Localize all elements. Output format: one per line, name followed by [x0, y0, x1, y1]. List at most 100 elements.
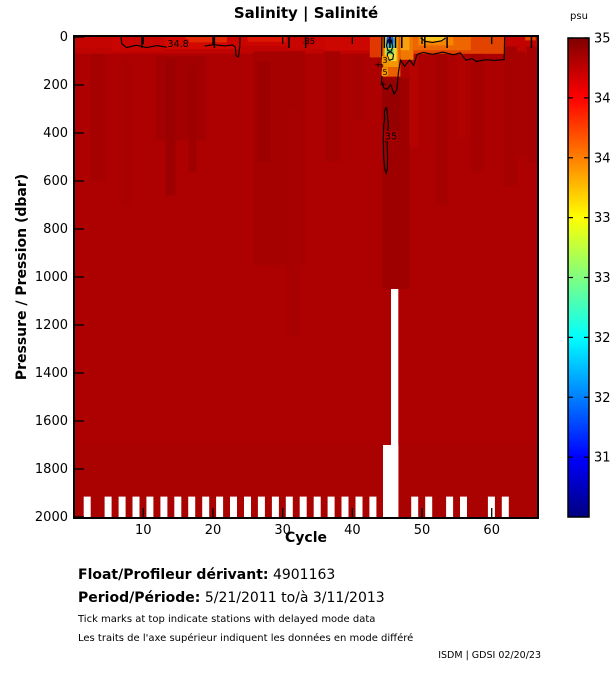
heatmap-region — [512, 51, 526, 157]
contour-line — [382, 107, 389, 176]
contour-line — [204, 36, 241, 58]
missing-data-cell — [146, 496, 154, 517]
missing-data-cell — [118, 496, 126, 517]
contour-line — [386, 51, 395, 61]
heatmap-region — [75, 37, 112, 48]
missing-data-column — [383, 445, 399, 517]
heatmap-region — [324, 37, 370, 51]
missing-data-cell — [327, 496, 335, 517]
heatmap-region — [352, 56, 363, 122]
y-tick-label: 1800 — [35, 462, 68, 477]
axes-box — [73, 35, 539, 519]
missing-data-cell — [216, 496, 224, 517]
heatmap-region — [91, 53, 106, 181]
y-tick-label: 1200 — [35, 318, 68, 333]
colorbar-tick-label: 32 — [594, 391, 611, 406]
heatmap-region — [420, 37, 445, 41]
contour-label: 3 — [383, 56, 388, 65]
missing-data-cell — [460, 496, 467, 517]
heatmap-region — [165, 58, 176, 196]
missing-data-column — [391, 289, 399, 517]
x-axis-label: Cycle — [285, 530, 327, 546]
missing-data-cell — [244, 496, 251, 517]
y-tick-label: 1000 — [35, 270, 68, 285]
colorbar-unit-label: psu — [570, 11, 588, 22]
missing-data-cell — [501, 496, 509, 517]
heatmap-region — [247, 37, 287, 42]
contour-anchor-mark: + — [374, 61, 382, 71]
period-line: Period/Période: 5/21/2011 to/à 3/11/2013 — [78, 590, 385, 606]
heatmap-region — [526, 46, 537, 162]
heatmap-region — [155, 56, 206, 141]
missing-data-cell — [257, 496, 265, 517]
missing-data-cell — [160, 496, 168, 517]
missing-data-cell — [299, 496, 307, 517]
contour-label: 34.8 — [168, 39, 189, 50]
contour-label: 35 — [305, 37, 315, 46]
y-tick-label: 600 — [43, 174, 68, 189]
colorbar-tick-label: 32.5 — [594, 331, 611, 346]
missing-data-cell — [487, 496, 495, 517]
heatmap-region — [382, 77, 401, 141]
heatmap-region — [504, 37, 537, 46]
y-tick-label: 200 — [43, 78, 68, 93]
heatmap-region — [504, 46, 517, 186]
x-tick-label: 10 — [135, 523, 152, 538]
heatmap-region — [289, 37, 325, 50]
missing-data-cell — [188, 496, 196, 517]
float-id-value: 4901163 — [272, 567, 336, 583]
y-tick-label: 400 — [43, 126, 68, 141]
missing-data-cell — [285, 496, 293, 517]
chart-title: Salinity | Salinité — [233, 4, 379, 22]
missing-data-cell — [341, 496, 349, 517]
y-tick-label: 800 — [43, 222, 68, 237]
heatmap-region — [188, 65, 197, 172]
contour-label: 35 — [385, 132, 398, 143]
contour-anchor-mark: + — [382, 136, 390, 146]
contour-line — [420, 37, 447, 44]
missing-data-cell — [369, 496, 377, 517]
float-id-label: Float/Profileur dérivant: — [78, 567, 269, 583]
missing-data-cell — [132, 496, 140, 517]
x-tick-label: 20 — [205, 523, 222, 538]
heatmap-region — [436, 51, 449, 206]
period-value: 5/21/2011 to/à 3/11/2013 — [204, 590, 385, 606]
missing-data-cell — [83, 496, 91, 517]
credit-text: ISDM | GDSI 02/20/23 — [438, 650, 541, 661]
x-tick-label: 60 — [483, 523, 500, 538]
heatmap-region — [286, 109, 300, 337]
contour-anchor-mark: + — [379, 80, 387, 90]
y-tick-label: 1400 — [35, 366, 68, 381]
missing-data-cell — [425, 496, 433, 517]
heatmap-region — [400, 37, 410, 51]
missing-data-cell — [202, 496, 210, 517]
x-tick-label: 30 — [274, 523, 291, 538]
heatmap-region — [122, 61, 131, 205]
missing-data-cell — [230, 496, 237, 517]
x-tick-label: 40 — [344, 523, 361, 538]
heatmap-region — [369, 37, 383, 58]
heatmap-region — [324, 51, 340, 162]
heatmap-region — [409, 53, 419, 148]
colorbar-tick-label: 35 — [594, 32, 611, 47]
contour-line — [380, 36, 506, 96]
float-id-line: Float/Profileur dérivant: 4901163 — [78, 567, 335, 583]
heatmap-region — [111, 37, 165, 52]
heatmap-region — [525, 37, 536, 41]
period-label: Period/Période: — [78, 590, 201, 606]
heatmap-region — [470, 51, 484, 172]
y-tick-label: 2000 — [35, 510, 68, 525]
colorbar-tick-label: 34 — [594, 151, 611, 166]
colorbar-tick-label: 34.5 — [594, 91, 611, 106]
colorbar-tick-label: 33.5 — [594, 211, 611, 226]
missing-data-cell — [174, 496, 182, 517]
heatmap-region — [256, 61, 271, 162]
colorbar-tick-label: 31.5 — [594, 451, 611, 466]
heatmap-region — [418, 37, 454, 46]
y-tick-label: 1600 — [35, 414, 68, 429]
missing-data-cell — [313, 496, 321, 517]
missing-data-cell — [104, 496, 112, 517]
missing-data-cell — [271, 496, 279, 517]
